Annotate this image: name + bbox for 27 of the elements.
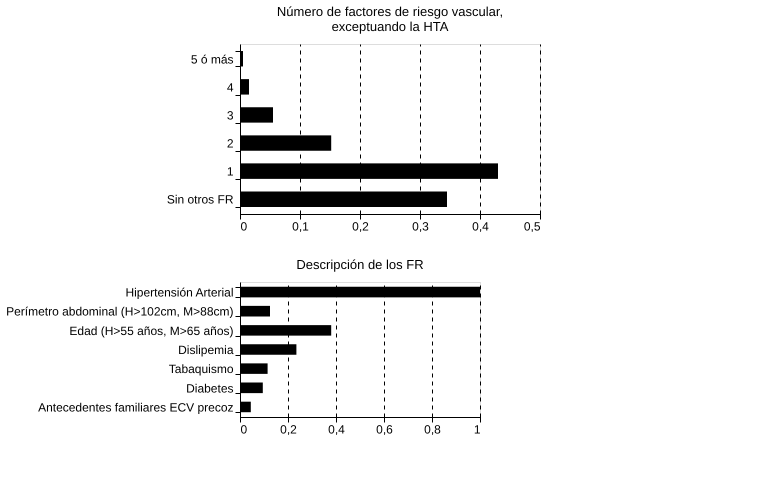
y-tick-label: Perímetro abdominal (H>102cm, M>88cm) [6,304,234,319]
x-tick-label: 0,4 [328,422,346,436]
x-tick-label: 0 [240,422,248,436]
y-tick-label: 1 [226,164,234,179]
y-tick-label: Dislipemia [178,343,234,357]
chart-title: Descripción de los FR [296,257,424,272]
y-tick-label: 5 ó más [190,52,234,66]
chart-title: Número de factores de riesgo vascular, exceptuando la HTA [276,4,504,34]
x-tick-label: 0,4 [472,220,490,234]
y-tick-label: 2 [226,136,234,151]
y-tick-label: Hipertensión Arterial [125,286,234,300]
x-tick-label: 0,6 [376,422,394,436]
x-tick-label: 0,5 [524,220,541,234]
x-tick-label: 0,3 [412,220,430,234]
x-tick-label: 1 [474,422,481,436]
x-tick-label: 0,8 [424,422,442,436]
y-tick-label: Edad (H>55 años, M>65 años) [69,324,234,338]
x-tick-label: 0,2 [352,220,370,234]
y-tick-label: Tabaquismo [168,362,234,376]
x-tick-label: 0,2 [280,422,298,436]
y-tick-label: Diabetes [186,381,234,396]
y-tick-label: 4 [226,80,234,94]
y-tick-label: Antecedentes familiares ECV precoz [38,400,234,414]
x-tick-label: 0 [240,220,248,234]
y-tick-label: Sin otros FR [166,192,234,207]
y-tick-label: 3 [226,108,234,122]
x-tick-label: 0,1 [292,220,310,234]
